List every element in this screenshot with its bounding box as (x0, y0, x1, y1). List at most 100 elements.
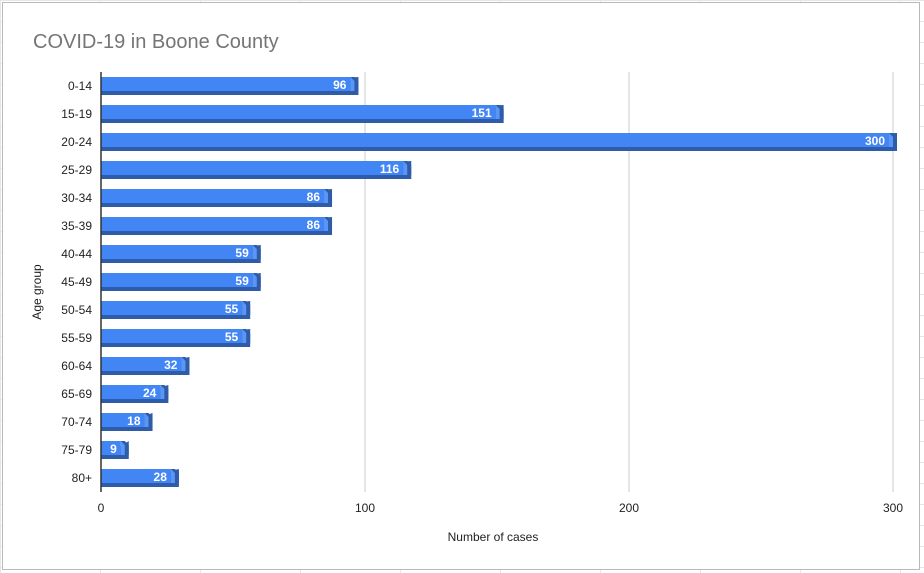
bar-cap (144, 413, 149, 427)
bar-cap (403, 161, 408, 175)
data-label: 18 (127, 414, 141, 428)
bar[interactable] (101, 329, 243, 343)
bar-cap (170, 469, 175, 483)
bar-cap (324, 189, 329, 203)
bar-group: 116 (101, 161, 412, 179)
bar-group: 55 (101, 329, 251, 347)
x-axis-title: Number of cases (448, 530, 539, 544)
bar-bottom-edge (101, 399, 165, 403)
bar-cap (324, 217, 329, 231)
bar-bottom-edge (101, 343, 247, 347)
bar-cap (889, 133, 893, 147)
bar-bottom-edge (101, 455, 125, 459)
bar-group: 32 (101, 357, 190, 375)
bar[interactable] (101, 77, 351, 91)
bar[interactable] (101, 133, 889, 147)
bar-bottom-edge (101, 175, 408, 179)
bar-bottom-edge (101, 119, 500, 123)
bar-bottom-edge (101, 147, 893, 151)
bar-group: 28 (101, 469, 179, 487)
bar[interactable] (101, 357, 182, 371)
bar[interactable] (101, 245, 253, 259)
bar-cap (181, 357, 186, 371)
bar-bottom-edge (101, 371, 186, 375)
bar[interactable] (101, 217, 325, 231)
data-label: 55 (225, 302, 239, 316)
bar-bottom-edge (101, 287, 257, 291)
bar-cap (120, 441, 125, 455)
data-label: 32 (164, 358, 178, 372)
bar-group: 96 (101, 77, 359, 95)
data-label: 24 (143, 386, 157, 400)
bar-group: 55 (101, 301, 251, 319)
bar[interactable] (101, 189, 325, 203)
data-label: 86 (307, 190, 321, 204)
bar[interactable] (101, 301, 243, 315)
bar-group: 59 (101, 273, 261, 291)
x-tick-label: 100 (355, 501, 375, 515)
bar-bottom-edge (101, 483, 175, 487)
y-tick-label: 25-29 (61, 163, 92, 177)
y-tick-label: 30-34 (61, 191, 92, 205)
bar[interactable] (101, 385, 161, 399)
bar-cap (252, 245, 257, 259)
y-tick-label: 60-64 (61, 359, 92, 373)
bar-group: 59 (101, 245, 261, 263)
y-tick-label: 65-69 (61, 387, 92, 401)
bar-bottom-edge (101, 427, 149, 431)
data-label: 151 (472, 106, 492, 120)
bar-cap (252, 273, 257, 287)
y-tick-label: 75-79 (61, 443, 92, 457)
y-tick-label: 40-44 (61, 247, 92, 261)
bar-cap (160, 385, 165, 399)
data-label: 55 (225, 330, 239, 344)
bar-group: 151 (101, 105, 504, 123)
bar-cap (242, 301, 247, 315)
x-tick-label: 0 (98, 501, 105, 515)
data-label: 9 (110, 442, 117, 456)
bar[interactable] (101, 469, 171, 483)
y-tick-label: 55-59 (61, 331, 92, 345)
y-tick-label: 45-49 (61, 275, 92, 289)
y-tick-label: 15-19 (61, 107, 92, 121)
bar-bottom-edge (101, 315, 247, 319)
y-tick-label: 35-39 (61, 219, 92, 233)
data-label: 28 (154, 470, 168, 484)
bar-bottom-edge (101, 259, 257, 263)
bar-group: 18 (101, 413, 153, 431)
bar-cap (242, 329, 247, 343)
data-label: 59 (235, 246, 249, 260)
bar-bottom-edge (101, 203, 329, 207)
data-label: 116 (380, 162, 400, 176)
y-axis-title: Age group (30, 264, 44, 320)
data-label: 86 (307, 218, 321, 232)
x-tick-label: 300 (883, 501, 903, 515)
bar-group: 86 (101, 217, 333, 235)
bar[interactable] (101, 273, 253, 287)
y-tick-label: 0-14 (68, 79, 92, 93)
bar[interactable] (101, 105, 496, 119)
y-tick-label: 70-74 (61, 415, 92, 429)
y-tick-label: 80+ (72, 471, 92, 485)
bar-group: 86 (101, 189, 333, 207)
bar-group: 9 (101, 441, 129, 459)
bar-bottom-edge (101, 91, 355, 95)
x-tick-label: 200 (619, 501, 639, 515)
data-label: 59 (235, 274, 249, 288)
bar-cap (350, 77, 355, 91)
bar-group: 24 (101, 385, 169, 403)
bar-group: 300 (101, 133, 897, 151)
data-label: 96 (333, 78, 347, 92)
y-tick-label: 50-54 (61, 303, 92, 317)
chart-title: COVID-19 in Boone County (33, 31, 279, 53)
bar-bottom-edge (101, 231, 329, 235)
y-tick-label: 20-24 (61, 135, 92, 149)
bar[interactable] (101, 413, 145, 427)
bar[interactable] (101, 161, 404, 175)
data-label: 300 (865, 134, 885, 148)
axes: 0 100 200 300 0-14 15-19 20-24 25-29 30-34 35-39 4… (61, 72, 903, 515)
bar-cap (495, 105, 500, 119)
bar[interactable] (101, 441, 121, 455)
